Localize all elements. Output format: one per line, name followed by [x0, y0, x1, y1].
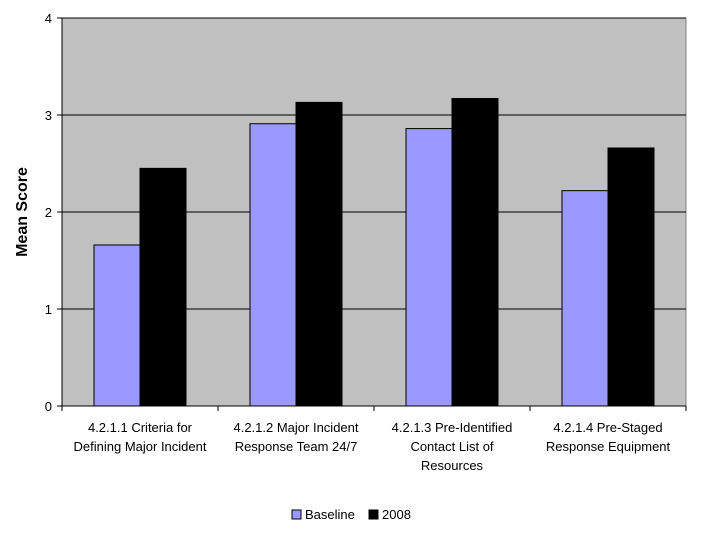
y-tick-labels: 0 1 2 3 4: [45, 11, 52, 414]
bar-baseline-4: [561, 190, 609, 407]
bar-2008-3: [451, 98, 499, 407]
x-category-label: 4.2.1.3 Pre-Identified Contact List of Res…: [392, 420, 513, 473]
y-tick-label: 4: [45, 11, 52, 26]
bar-baseline-3: [405, 128, 453, 407]
bar-2008-4: [607, 147, 655, 407]
x-category-labels: 4.2.1.1 Criteria for Defining Major Incid…: [74, 420, 671, 473]
legend: Baseline 2008: [291, 507, 411, 522]
bar-2008-1: [139, 167, 187, 407]
y-tick-label: 1: [45, 302, 52, 317]
legend-swatch-2008: [368, 509, 379, 520]
y-tick-label: 3: [45, 108, 52, 123]
x-category-label: 4.2.1.1 Criteria for Defining Major Incid…: [74, 420, 207, 454]
legend-label-baseline: Baseline: [305, 507, 355, 522]
y-tick-label: 2: [45, 205, 52, 220]
legend-swatch-baseline: [291, 509, 302, 520]
bars: [93, 98, 655, 407]
bar-baseline-2: [249, 123, 297, 407]
x-category-label: 4.2.1.2 Major Incident Response Team 24/7: [233, 420, 358, 454]
bar-2008-2: [295, 101, 343, 407]
y-axis-label: Mean Score: [14, 167, 31, 257]
x-category-label: 4.2.1.4 Pre-Staged Response Equipment: [546, 420, 671, 454]
y-tick-label: 0: [45, 399, 52, 414]
legend-label-2008: 2008: [382, 507, 411, 522]
axes: [57, 17, 687, 411]
bar-baseline-1: [93, 244, 141, 407]
